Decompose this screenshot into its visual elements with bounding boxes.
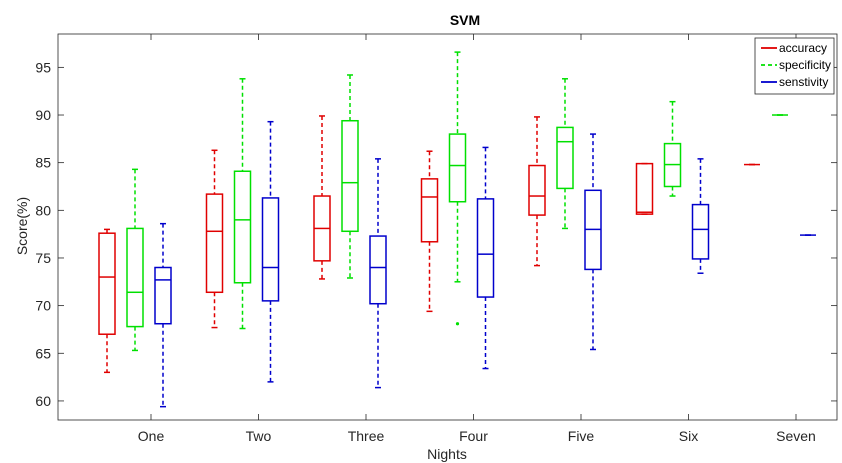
legend: accuracy specificity senstivity [754,37,835,95]
accuracy-iqr-box [98,232,116,335]
senstivity-box [154,222,172,408]
specificity-box [663,100,682,197]
senstivity-box [369,158,387,389]
senstivity-iqr-box [261,197,280,302]
x-tick-label: Six [679,428,698,444]
senstivity-iqr-box [154,266,172,325]
y-axis: 60 65 70 75 80 85 90 95 [35,59,837,409]
x-tick-label: Two [246,428,272,444]
legend-label: senstivity [779,75,828,89]
specificity-outlier [455,322,460,326]
accuracy-box [98,228,116,374]
accuracy-box [635,162,654,215]
specificity-iqr-box [126,227,144,328]
accuracy-box [313,115,331,280]
specificity-iqr-box [556,126,574,190]
senstivity-box [261,120,280,383]
specificity-box [233,78,252,330]
senstivity-iqr-box [691,203,710,260]
senstivity-box [476,146,495,370]
x-axis-label: Nights [427,446,467,462]
x-tick-label: Four [459,428,488,444]
x-tick-label: Five [568,428,595,444]
legend-label: accuracy [779,41,827,55]
y-tick-label: 95 [35,59,51,75]
y-tick-label: 60 [35,393,51,409]
y-tick-label: 65 [35,345,51,361]
chart-title: SVM [450,12,480,28]
accuracy-box [420,150,439,313]
senstivity-box [691,158,710,274]
accuracy-iqr-box [528,164,546,216]
specificity-box [556,78,574,230]
accuracy-iqr-box [420,178,439,243]
specificity-box [448,51,467,326]
x-tick-label: Seven [776,428,816,444]
legend-label: specificity [779,58,831,72]
accuracy-box [528,116,546,267]
y-tick-label: 80 [35,202,51,218]
x-axis: One Two Three Four Five Six Seven [138,34,816,444]
specificity-iqr-box [448,133,467,203]
specificity-iqr-box [233,170,252,284]
specificity-box [126,168,144,352]
x-tick-label: One [138,428,165,444]
senstivity-iqr-box [369,235,387,305]
y-tick-label: 85 [35,155,51,171]
plot-area [57,33,838,421]
y-axis-label: Score(%) [14,197,30,255]
x-tick-label: Three [348,428,385,444]
senstivity-iqr-box [476,198,495,298]
y-tick-label: 75 [35,250,51,266]
y-tick-label: 90 [35,107,51,123]
accuracy-iqr-box [635,162,654,215]
specificity-iqr-box [341,119,359,233]
accuracy-box [205,149,224,329]
specificity-box [341,74,359,279]
y-tick-label: 70 [35,298,51,314]
senstivity-box [584,133,602,351]
box-series [98,51,816,408]
accuracy-iqr-box [205,193,224,294]
